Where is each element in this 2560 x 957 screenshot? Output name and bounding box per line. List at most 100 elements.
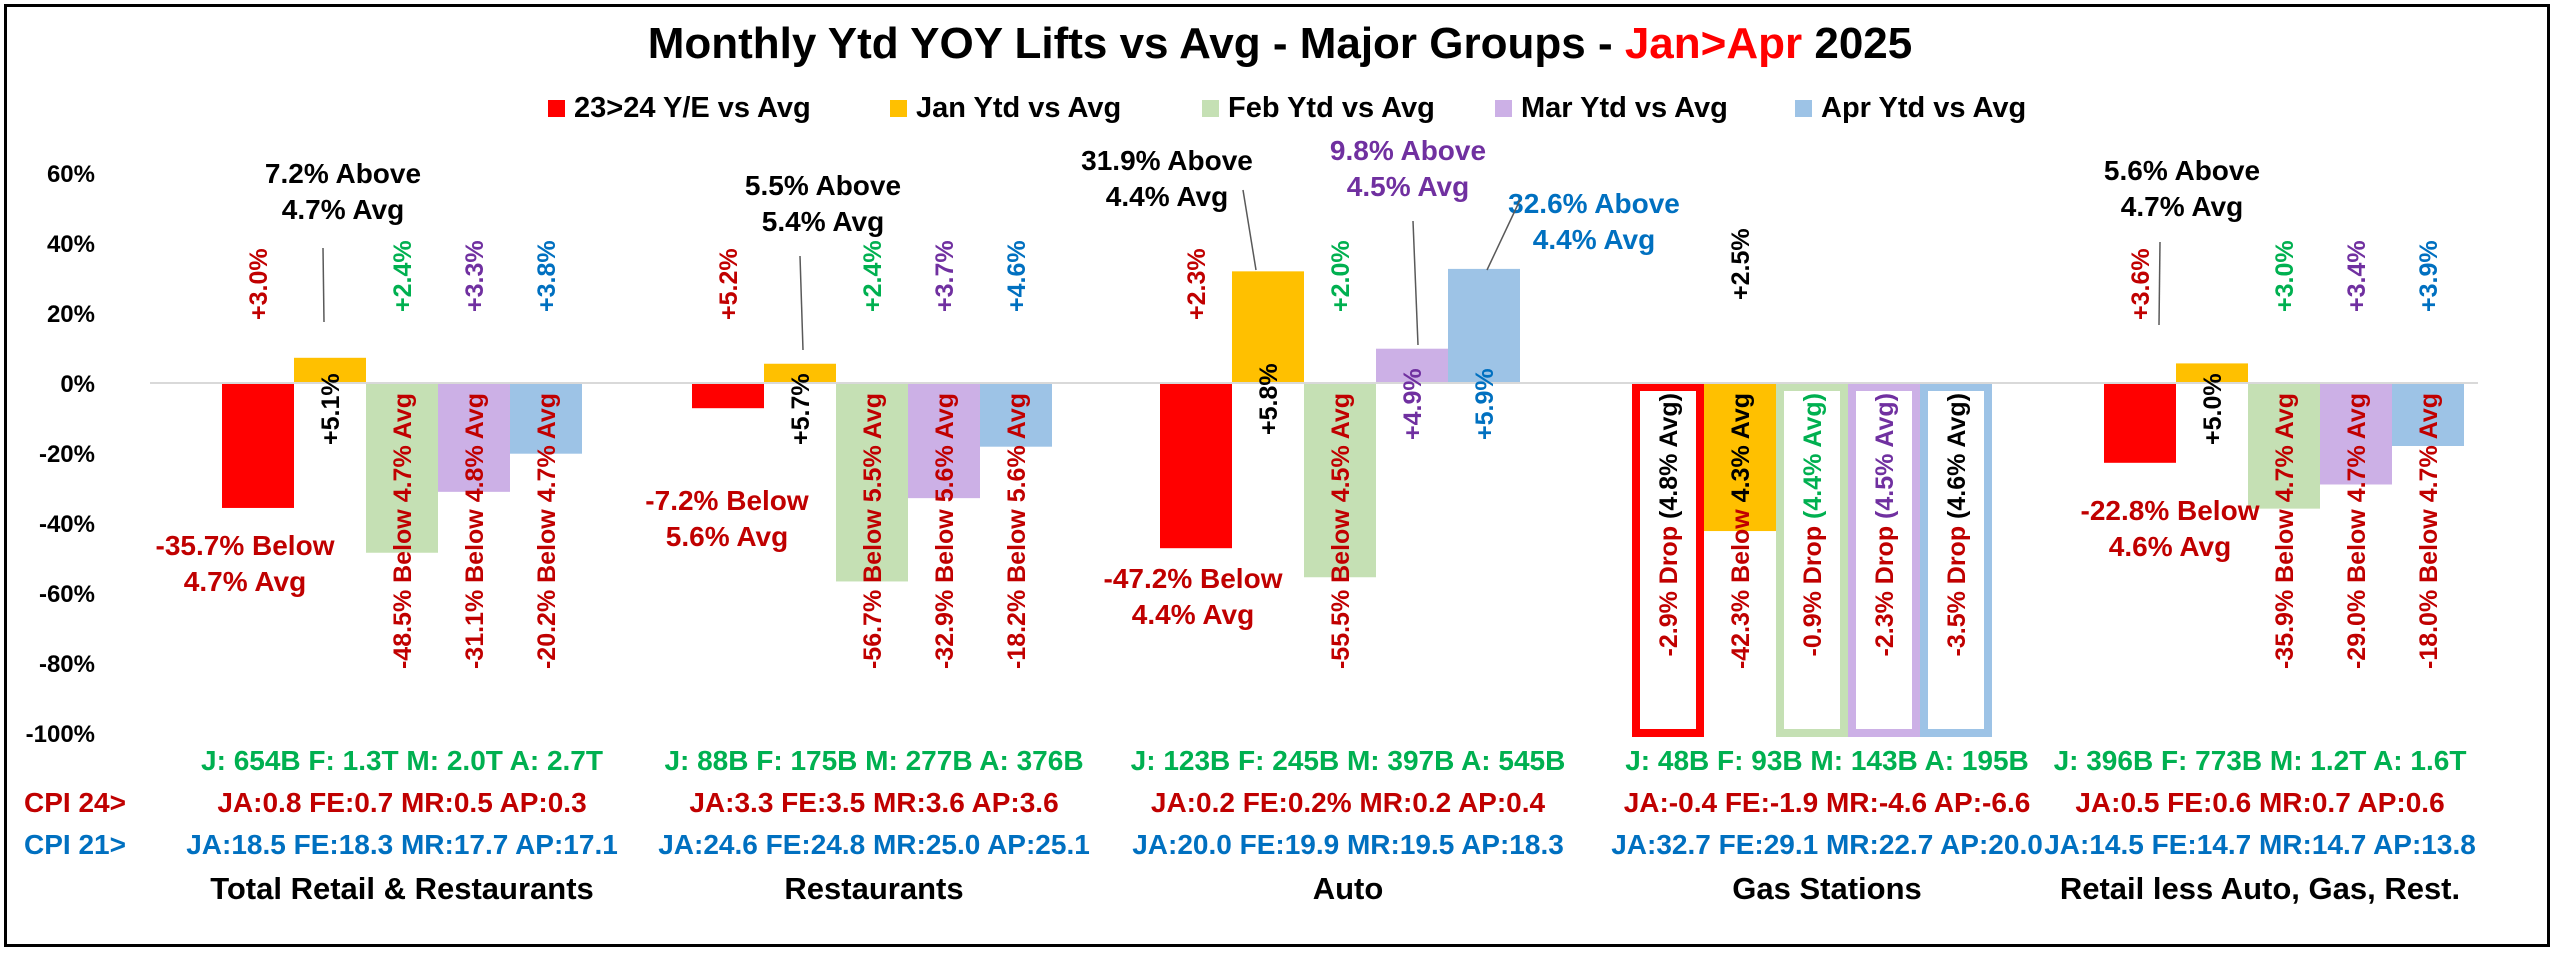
y-axis: 60% 40% 20% 0% -20% -40% -60% -80% -100% bbox=[26, 161, 95, 748]
lift-label: +5.2% bbox=[715, 248, 743, 320]
legend-swatch-4 bbox=[1795, 100, 1812, 117]
callout-text: 9.8% Above bbox=[1330, 135, 1486, 166]
callout-text: -22.8% Below bbox=[2081, 495, 2260, 526]
gas-vertical-part: -2.3% Drop bbox=[1871, 519, 1899, 657]
bar bbox=[1776, 383, 1848, 737]
y-tick-label: -60% bbox=[39, 581, 95, 608]
chart-frame bbox=[4, 4, 2550, 947]
bar bbox=[366, 383, 438, 553]
cpi21-row: JA:24.6 FE:24.8 MR:25.0 AP:25.1 bbox=[658, 829, 1090, 860]
gas-vertical-part: (4.8% Avg) bbox=[1655, 393, 1683, 519]
bar bbox=[1632, 383, 1704, 737]
leader-line bbox=[2158, 241, 2161, 326]
sales-row: J: 123B F: 245B M: 397B A: 545B bbox=[1131, 745, 1566, 776]
callout-text: -7.2% Below bbox=[645, 485, 809, 516]
legend: 23>24 Y/E vs Avg Jan Ytd vs Avg Feb Ytd vs… bbox=[548, 92, 2026, 124]
bar bbox=[836, 383, 908, 582]
cpi21-row: JA:18.5 FE:18.3 MR:17.7 AP:17.1 bbox=[186, 829, 618, 860]
gas-vertical-part: -3.5% Drop bbox=[1943, 519, 1971, 657]
legend-label-1: Jan Ytd vs Avg bbox=[916, 92, 1121, 124]
callout-text: 5.6% Avg bbox=[666, 521, 788, 552]
callout-text: 4.7% Avg bbox=[282, 194, 404, 225]
title-prefix: Monthly Ytd YOY Lifts vs Avg - Major Gro… bbox=[648, 19, 1625, 68]
title-suffix: 2025 bbox=[1802, 19, 1912, 68]
lift-label: +5.8% bbox=[1255, 363, 1283, 435]
y-tick-label: -80% bbox=[39, 651, 95, 678]
gas-vertical-label: -2.3% Drop (4.5% Avg) bbox=[1871, 393, 1899, 656]
gas-vertical-part: (4.5% Avg) bbox=[1871, 393, 1899, 519]
sales-row: J: 396B F: 773B M: 1.2T A: 1.6T bbox=[2054, 745, 2467, 776]
bar bbox=[1304, 383, 1376, 578]
callout-text: 5.5% Above bbox=[745, 170, 901, 201]
gas-vertical-label: -42.3% Below 4.3% Avg bbox=[1727, 393, 1755, 669]
bar bbox=[1376, 348, 1448, 383]
bar bbox=[980, 383, 1052, 447]
bar bbox=[2320, 383, 2392, 485]
vertical-label: -32.9% Below 5.6% Avg bbox=[931, 393, 959, 669]
lift-label: +2.0% bbox=[1327, 240, 1355, 312]
vertical-label: -20.2% Below 4.7% Avg bbox=[533, 393, 561, 669]
bar bbox=[2104, 383, 2176, 463]
title-highlight: Jan>Apr bbox=[1625, 19, 1802, 68]
cpi24-row: JA:0.2 FE:0.2% MR:0.2 AP:0.4 bbox=[1151, 787, 1546, 818]
callout-text: 31.9% Above bbox=[1081, 145, 1253, 176]
bar bbox=[1232, 271, 1304, 383]
cpi21-row: JA:20.0 FE:19.9 MR:19.5 AP:18.3 bbox=[1132, 829, 1564, 860]
lift-label: +5.0% bbox=[2199, 373, 2227, 445]
callout-text: 5.6% Above bbox=[2104, 155, 2260, 186]
vertical-label: -56.7% Below 5.5% Avg bbox=[859, 393, 887, 669]
lift-label: +2.4% bbox=[389, 240, 417, 312]
legend-label-3: Mar Ytd vs Avg bbox=[1521, 92, 1728, 124]
cpi24-row: JA:3.3 FE:3.5 MR:3.6 AP:3.6 bbox=[689, 787, 1058, 818]
callout-text: 4.4% Avg bbox=[1106, 181, 1228, 212]
legend-label-4: Apr Ytd vs Avg bbox=[1821, 92, 2026, 124]
callout-text: 4.6% Avg bbox=[2109, 531, 2231, 562]
bar bbox=[2176, 363, 2248, 383]
bar bbox=[1704, 383, 1776, 532]
gas-vertical-part: -0.9% Drop bbox=[1799, 519, 1827, 657]
bar bbox=[2392, 383, 2464, 446]
cpi24-row-label: CPI 24> bbox=[24, 787, 126, 818]
category-label: Total Retail & Restaurants bbox=[210, 871, 594, 906]
bar bbox=[1920, 383, 1992, 737]
lift-label: +5.1% bbox=[317, 373, 345, 445]
callout-text: 32.6% Above bbox=[1508, 188, 1680, 219]
bar bbox=[438, 383, 510, 492]
bar bbox=[1448, 268, 1520, 383]
callout-text: -47.2% Below bbox=[1104, 563, 1283, 594]
legend-swatch-1 bbox=[890, 100, 907, 117]
vertical-label: -31.1% Below 4.8% Avg bbox=[461, 393, 489, 669]
bar bbox=[692, 383, 764, 409]
legend-label-2: Feb Ytd vs Avg bbox=[1228, 92, 1435, 124]
bar bbox=[764, 363, 836, 383]
gas-vertical-part: -42.3% Below bbox=[1727, 502, 1755, 669]
leader-line bbox=[322, 247, 325, 323]
cpi21-row-label: CPI 21> bbox=[24, 829, 126, 860]
lift-label: +5.9% bbox=[1471, 368, 1499, 440]
lift-label: +3.0% bbox=[245, 248, 273, 320]
lift-label: +2.3% bbox=[1183, 248, 1211, 320]
gas-vertical-label: -0.9% Drop (4.4% Avg) bbox=[1799, 393, 1827, 656]
info-rows: J: 654B F: 1.3T M: 2.0T A: 2.7T JA:0.8 FE… bbox=[24, 745, 2476, 906]
bars bbox=[150, 268, 2478, 737]
callout-text: 7.2% Above bbox=[265, 158, 421, 189]
leader-line bbox=[1242, 189, 1257, 271]
y-tick-label: 20% bbox=[47, 301, 95, 328]
lift-label: +4.9% bbox=[1399, 368, 1427, 440]
y-tick-label: 60% bbox=[47, 161, 95, 188]
gas-vertical-part: -2.9% Drop bbox=[1655, 519, 1683, 657]
legend-label-0: 23>24 Y/E vs Avg bbox=[574, 92, 811, 124]
lift-label: +3.0% bbox=[2271, 240, 2299, 312]
gas-vertical-label: -3.5% Drop (4.6% Avg) bbox=[1943, 393, 1971, 656]
lift-label: +3.8% bbox=[533, 240, 561, 312]
leader-line bbox=[799, 255, 804, 351]
vertical-label: -35.9% Below 4.7% Avg bbox=[2271, 393, 2299, 669]
legend-swatch-3 bbox=[1495, 100, 1512, 117]
bar bbox=[222, 383, 294, 508]
bar bbox=[1848, 383, 1920, 737]
vertical-label: -29.0% Below 4.7% Avg bbox=[2343, 393, 2371, 669]
sales-row: J: 88B F: 175B M: 277B A: 376B bbox=[664, 745, 1083, 776]
lift-label: +3.7% bbox=[931, 240, 959, 312]
sales-row: J: 48B F: 93B M: 143B A: 195B bbox=[1625, 745, 2029, 776]
cpi21-row: JA:14.5 FE:14.7 MR:14.7 AP:13.8 bbox=[2044, 829, 2476, 860]
